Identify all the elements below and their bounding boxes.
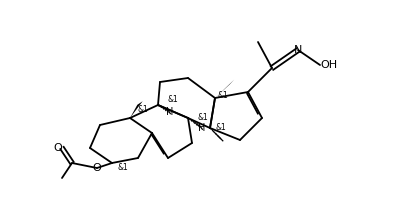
Text: OH: OH bbox=[320, 60, 337, 70]
Text: &1: &1 bbox=[168, 95, 179, 104]
Text: N: N bbox=[294, 45, 302, 55]
Text: H: H bbox=[198, 123, 206, 133]
Polygon shape bbox=[215, 80, 234, 98]
Polygon shape bbox=[130, 101, 143, 118]
Text: &1: &1 bbox=[215, 124, 226, 133]
Text: &1: &1 bbox=[218, 90, 229, 99]
Text: O: O bbox=[53, 143, 62, 153]
Text: &1: &1 bbox=[138, 106, 149, 114]
Text: H: H bbox=[166, 107, 174, 117]
Text: &1: &1 bbox=[118, 162, 129, 172]
Text: O: O bbox=[93, 163, 102, 173]
Text: &1: &1 bbox=[198, 114, 209, 123]
